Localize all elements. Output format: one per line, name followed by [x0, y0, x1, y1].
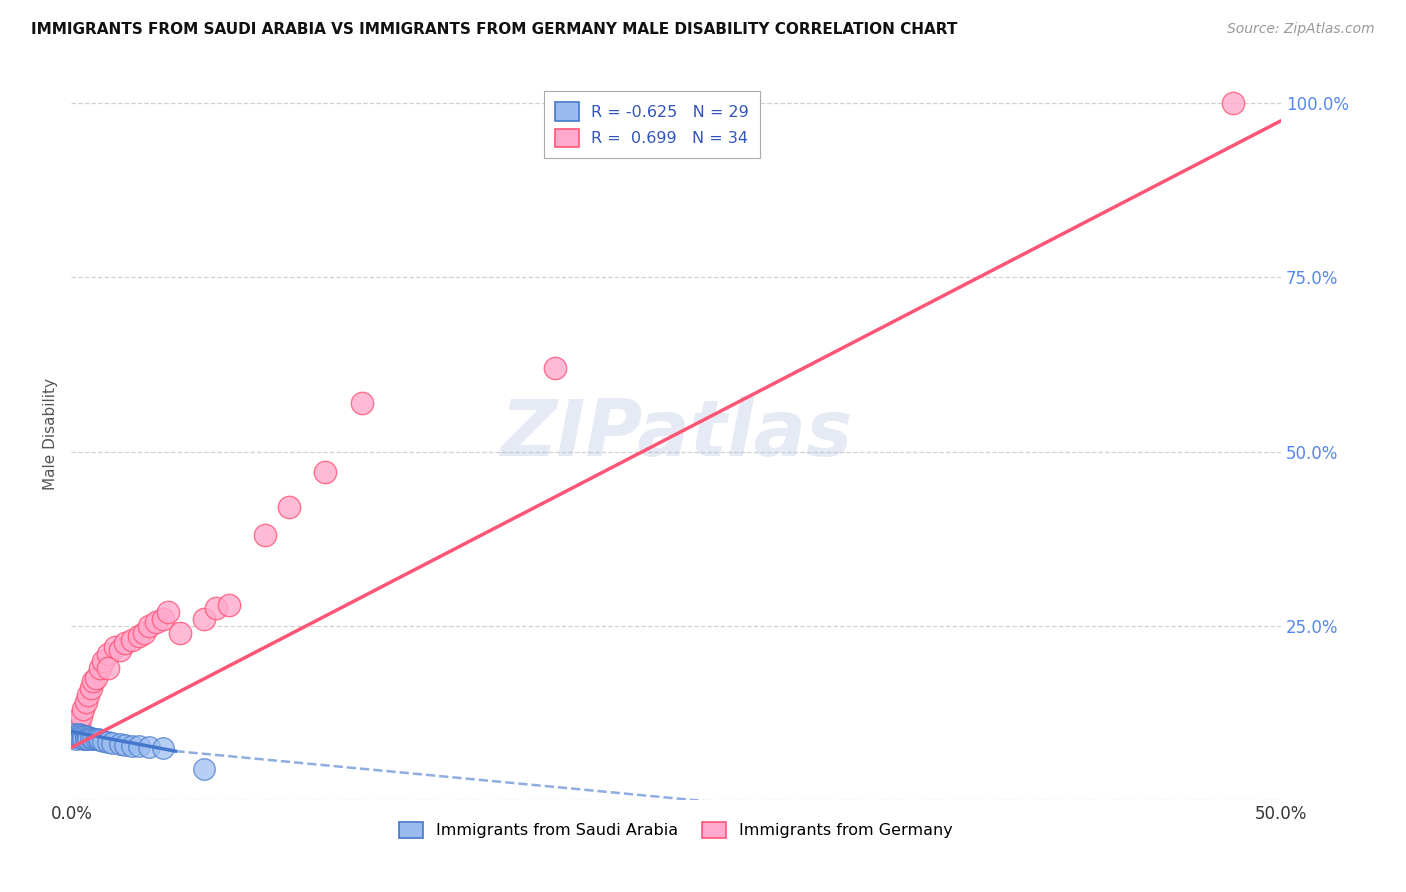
Point [128, 629, 150, 643]
Point [79, 731, 101, 745]
Point [193, 762, 215, 776]
Point [77, 731, 100, 746]
Point [193, 612, 215, 626]
Point [75, 695, 97, 709]
Point [138, 739, 160, 754]
Point [84, 671, 107, 685]
Point [82, 732, 104, 747]
Point [70, 728, 93, 742]
Point [72, 729, 94, 743]
Point [101, 736, 124, 750]
Point [87, 732, 110, 747]
Y-axis label: Male Disability: Male Disability [44, 378, 58, 491]
Point [169, 625, 191, 640]
Point [91, 654, 114, 668]
Point [65, 731, 87, 746]
Point [89, 733, 111, 747]
Point [72, 731, 94, 746]
Point [121, 739, 143, 753]
Point [82, 674, 104, 689]
Point [152, 741, 174, 756]
Point [62, 727, 84, 741]
Point [253, 528, 276, 542]
Point [97, 660, 120, 674]
Point [91, 733, 114, 747]
Point [97, 647, 120, 661]
Point [114, 738, 136, 752]
Point [79, 681, 101, 696]
Point [75, 730, 97, 744]
Point [65, 723, 87, 738]
Text: ZIPatlas: ZIPatlas [501, 396, 852, 472]
Point [205, 601, 228, 615]
Text: Source: ZipAtlas.com: Source: ZipAtlas.com [1227, 22, 1375, 37]
Point [65, 729, 87, 743]
Point [62, 730, 84, 744]
Point [62, 727, 84, 741]
Point [152, 612, 174, 626]
Point [108, 643, 131, 657]
Point [128, 739, 150, 754]
Point [121, 632, 143, 647]
Point [77, 689, 100, 703]
Point [97, 735, 120, 749]
Point [67, 730, 90, 744]
Point [67, 716, 90, 731]
Point [104, 640, 127, 654]
Point [72, 702, 94, 716]
Point [350, 396, 373, 410]
Point [75, 732, 97, 747]
Point [278, 500, 301, 515]
Point [77, 730, 100, 744]
Point [67, 727, 90, 741]
Point [70, 731, 93, 745]
Point [1222, 96, 1244, 111]
Text: IMMIGRANTS FROM SAUDI ARABIA VS IMMIGRANTS FROM GERMANY MALE DISABILITY CORRELAT: IMMIGRANTS FROM SAUDI ARABIA VS IMMIGRAN… [31, 22, 957, 37]
Point [314, 466, 336, 480]
Point [157, 605, 180, 619]
Point [218, 598, 240, 612]
Point [132, 625, 155, 640]
Point [108, 737, 131, 751]
Point [138, 618, 160, 632]
Legend: Immigrants from Saudi Arabia, Immigrants from Germany: Immigrants from Saudi Arabia, Immigrants… [394, 815, 959, 845]
Point [84, 731, 107, 746]
Point [544, 361, 567, 376]
Point [114, 636, 136, 650]
Point [145, 615, 167, 630]
Point [70, 709, 93, 723]
Point [89, 660, 111, 674]
